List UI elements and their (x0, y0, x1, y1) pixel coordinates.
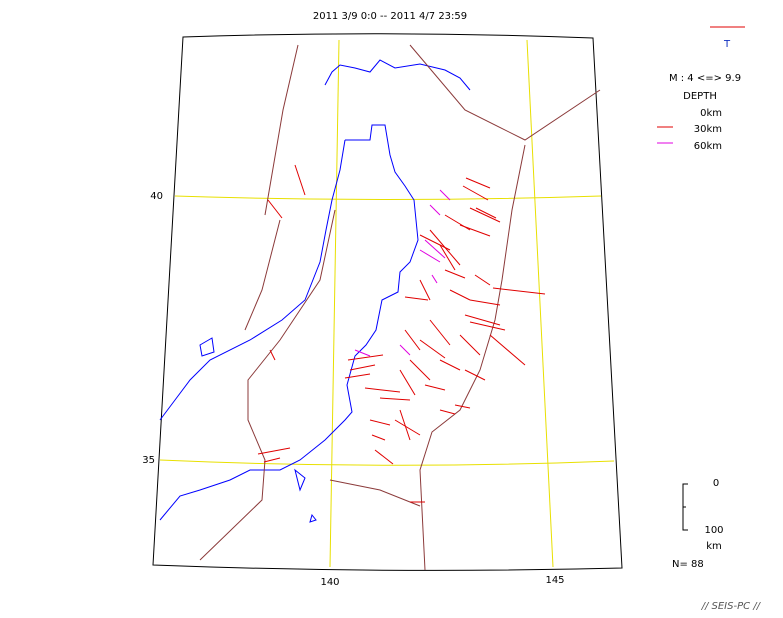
t-axis (449, 289, 471, 301)
t-axis (489, 334, 526, 366)
t-axis (439, 409, 456, 415)
t-axis (347, 354, 384, 361)
depth-title: DEPTH (683, 91, 717, 102)
t-axis (469, 321, 506, 331)
t-axis (399, 369, 416, 396)
footer: // SEIS-PC // (701, 601, 762, 612)
t-axes (257, 164, 546, 503)
longitude-line (329, 39, 340, 568)
t-axis (344, 373, 371, 379)
t-axis (465, 177, 491, 189)
t-axis (263, 457, 281, 463)
t-axis (459, 334, 481, 356)
latitude-label: 40 (150, 191, 163, 202)
t-axis (439, 244, 456, 271)
t-axis (462, 185, 489, 201)
longitude-label: 140 (320, 577, 339, 588)
t-axis (409, 359, 431, 381)
t-axis (459, 224, 491, 237)
map-frame (152, 33, 623, 571)
t-axis (379, 397, 411, 401)
t-axis (349, 364, 376, 371)
depth-label: 0km (700, 108, 722, 119)
coastline (159, 124, 419, 521)
latitude-line (174, 195, 602, 200)
coastline (159, 139, 346, 421)
t-axis (454, 404, 471, 409)
t-axis (424, 239, 446, 259)
t-axis (429, 229, 461, 266)
t-axis (371, 434, 386, 441)
plate-boundary (329, 479, 421, 507)
legend-symbol: T (723, 39, 731, 50)
scale-top: 0 (713, 478, 719, 489)
map-title: 2011 3/9 0:0 -- 2011 4/7 23:59 (313, 11, 467, 22)
t-axis (374, 449, 394, 465)
t-axis (464, 314, 501, 326)
t-axis (419, 339, 446, 359)
longitude-line (526, 39, 554, 568)
latitude-label: 35 (142, 455, 155, 466)
t-axis (469, 299, 501, 306)
plate-boundary (264, 44, 299, 216)
depth-label: 60km (694, 141, 722, 152)
t-axis (404, 329, 421, 351)
plate-boundary (409, 44, 601, 141)
latitude-line (159, 459, 615, 466)
t-axis (429, 319, 451, 346)
t-axis (267, 199, 283, 219)
t-axis (399, 344, 411, 356)
t-axis (464, 369, 486, 381)
t-axis (354, 349, 371, 357)
scale-bottom: 100 (704, 525, 723, 536)
t-axis (492, 287, 546, 295)
t-axis (475, 207, 497, 219)
plate-boundary (419, 144, 526, 571)
t-axis (424, 384, 446, 391)
t-axis (294, 164, 306, 196)
t-axis (394, 419, 421, 436)
t-axis (469, 207, 501, 223)
t-axis (369, 419, 391, 426)
plate-boundary (244, 219, 281, 331)
t-axis (257, 447, 291, 455)
scale-unit: km (706, 541, 722, 552)
depth-scale (682, 483, 688, 531)
longitude-label: 145 (545, 575, 564, 586)
coastline (324, 59, 471, 91)
t-axis (399, 409, 411, 441)
island (199, 337, 317, 523)
plate-boundary (199, 209, 336, 561)
t-axis (429, 204, 441, 216)
t-axis (404, 296, 429, 301)
t-axis (364, 387, 401, 393)
t-axis (431, 274, 438, 284)
depth-label: 30km (694, 124, 722, 135)
event-count: N= 88 (672, 559, 704, 570)
t-axis (444, 269, 466, 279)
t-axis (439, 359, 461, 371)
t-axis (474, 274, 491, 286)
t-axis (439, 189, 451, 201)
t-axis (419, 279, 431, 301)
magnitude-range: M : 4 <=> 9.9 (669, 73, 741, 84)
t-axis (269, 349, 276, 361)
t-axis (419, 249, 441, 263)
